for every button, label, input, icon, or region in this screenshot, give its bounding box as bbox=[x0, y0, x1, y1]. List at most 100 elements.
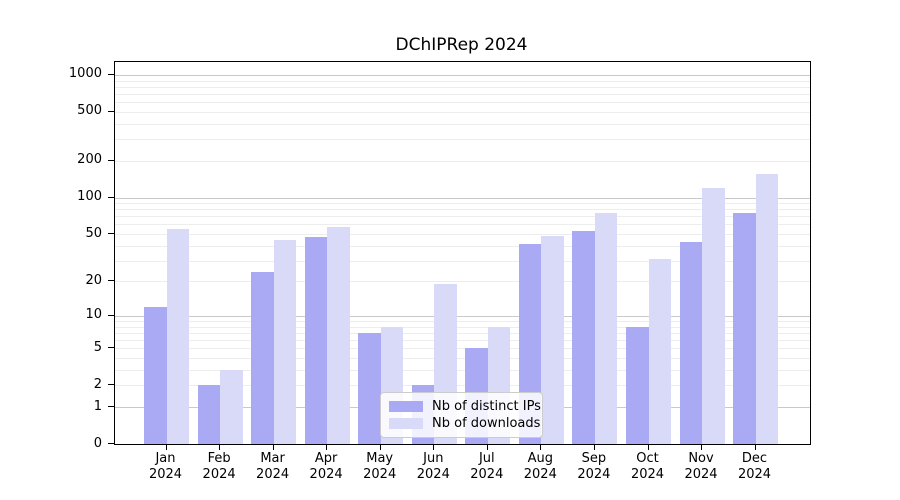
bar-distinct-ips-apr bbox=[304, 237, 328, 444]
legend: Nb of distinct IPs Nb of downloads bbox=[380, 392, 543, 438]
minor-gridline-9 bbox=[115, 321, 810, 322]
x-tick-label-may: May 2024 bbox=[363, 451, 397, 482]
x-tick-mark-jul bbox=[486, 444, 488, 450]
y-tick-mark-1000 bbox=[108, 73, 114, 75]
y-tick-label-500: 500 bbox=[77, 103, 102, 119]
bar-downloads-apr bbox=[327, 227, 350, 444]
bar-distinct-ips-feb bbox=[197, 385, 220, 444]
minor-gridline-2 bbox=[115, 385, 810, 387]
legend-item-distinct-ips: Nb of distinct IPs bbox=[389, 398, 541, 415]
y-tick-mark-5 bbox=[108, 347, 114, 349]
major-gridline-10 bbox=[115, 315, 810, 317]
bar-downloads-dec bbox=[755, 174, 778, 444]
x-tick-mark-sep bbox=[593, 444, 595, 450]
bar-distinct-ips-sep bbox=[572, 230, 595, 444]
x-tick-label-apr: Apr 2024 bbox=[309, 451, 343, 482]
x-tick-label-jul: Jul 2024 bbox=[470, 451, 504, 482]
bar-distinct-ips-jan bbox=[144, 307, 167, 444]
minor-gridline-6 bbox=[115, 340, 810, 342]
x-tick-label-mar: Mar 2024 bbox=[256, 451, 290, 482]
minor-gridline-40 bbox=[115, 245, 810, 247]
y-tick-mark-2 bbox=[108, 384, 114, 386]
minor-gridline-300 bbox=[115, 139, 810, 141]
minor-gridline-80 bbox=[115, 209, 810, 211]
x-tick-mark-jun bbox=[433, 444, 435, 450]
y-tick-mark-20 bbox=[108, 280, 114, 282]
minor-gridline-8 bbox=[115, 326, 810, 328]
minor-gridline-500 bbox=[115, 111, 810, 113]
minor-gridline-400 bbox=[115, 123, 810, 125]
minor-gridline-200 bbox=[115, 160, 810, 162]
y-tick-mark-500 bbox=[108, 110, 114, 112]
downloads-swatch-icon bbox=[389, 418, 423, 429]
y-tick-label-0: 0 bbox=[93, 435, 102, 451]
x-tick-mark-may bbox=[379, 444, 381, 450]
x-tick-label-nov: Nov 2024 bbox=[684, 451, 718, 482]
x-tick-mark-oct bbox=[647, 444, 649, 450]
y-tick-label-20: 20 bbox=[85, 272, 102, 288]
bar-downloads-jan bbox=[166, 229, 189, 444]
minor-gridline-900 bbox=[115, 80, 810, 82]
bar-downloads-feb bbox=[220, 369, 243, 444]
minor-gridline-7 bbox=[115, 332, 810, 334]
major-gridline-1000 bbox=[115, 74, 810, 76]
minor-gridline-4 bbox=[115, 358, 810, 359]
minor-gridline-5 bbox=[115, 348, 810, 350]
bar-distinct-ips-mar bbox=[251, 272, 274, 444]
y-tick-label-5: 5 bbox=[93, 339, 102, 355]
y-tick-label-2: 2 bbox=[93, 376, 102, 392]
bar-distinct-ips-nov bbox=[679, 241, 702, 444]
legend-label-downloads: Nb of downloads bbox=[432, 416, 541, 431]
x-tick-mark-feb bbox=[219, 444, 221, 450]
x-tick-mark-aug bbox=[540, 444, 542, 450]
x-tick-mark-dec bbox=[754, 444, 756, 450]
minor-gridline-60 bbox=[115, 224, 810, 226]
y-tick-label-200: 200 bbox=[77, 152, 102, 168]
x-tick-label-sep: Sep 2024 bbox=[577, 451, 611, 482]
y-tick-mark-1 bbox=[108, 406, 114, 407]
bar-distinct-ips-dec bbox=[733, 213, 756, 444]
minor-gridline-30 bbox=[115, 260, 810, 262]
minor-gridline-800 bbox=[115, 86, 810, 88]
y-tick-mark-0 bbox=[108, 443, 114, 444]
x-tick-label-jun: Jun 2024 bbox=[416, 451, 450, 482]
y-tick-label-1: 1 bbox=[93, 398, 102, 414]
bar-downloads-nov bbox=[702, 187, 725, 444]
legend-item-downloads: Nb of downloads bbox=[389, 415, 540, 432]
minor-gridline-90 bbox=[115, 203, 810, 204]
y-tick-label-50: 50 bbox=[85, 225, 102, 241]
major-gridline-100 bbox=[115, 197, 810, 199]
x-tick-mark-jan bbox=[165, 444, 167, 450]
y-tick-mark-200 bbox=[108, 159, 114, 161]
x-tick-label-aug: Aug 2024 bbox=[523, 451, 557, 482]
bar-distinct-ips-oct bbox=[626, 326, 649, 444]
bar-downloads-sep bbox=[594, 212, 618, 444]
plot-area bbox=[114, 61, 811, 445]
minor-gridline-50 bbox=[115, 234, 810, 235]
x-tick-label-jan: Jan 2024 bbox=[148, 451, 183, 482]
y-tick-mark-10 bbox=[108, 314, 114, 316]
bar-downloads-aug bbox=[541, 236, 564, 444]
x-tick-mark-apr bbox=[326, 444, 328, 450]
y-tick-mark-100 bbox=[108, 196, 114, 198]
minor-gridline-700 bbox=[115, 94, 810, 95]
minor-gridline-20 bbox=[115, 281, 810, 283]
bar-distinct-ips-may bbox=[358, 332, 381, 444]
distinct-ips-swatch-icon bbox=[389, 401, 423, 412]
x-tick-label-feb: Feb 2024 bbox=[202, 451, 236, 482]
minor-gridline-70 bbox=[115, 216, 810, 218]
y-tick-label-1000: 1000 bbox=[68, 66, 102, 82]
y-tick-label-10: 10 bbox=[85, 307, 102, 323]
x-tick-mark-nov bbox=[701, 444, 702, 450]
chart-title: DChIPRep 2024 bbox=[395, 35, 528, 55]
x-tick-label-dec: Dec 2024 bbox=[737, 451, 772, 482]
legend-label-distinct-ips: Nb of distinct IPs bbox=[432, 399, 541, 414]
minor-gridline-600 bbox=[115, 102, 810, 104]
y-tick-mark-50 bbox=[108, 233, 114, 234]
bar-downloads-oct bbox=[648, 258, 671, 444]
minor-gridline-3 bbox=[115, 369, 810, 371]
bar-downloads-mar bbox=[273, 239, 297, 444]
y-tick-label-100: 100 bbox=[77, 189, 102, 204]
x-tick-mark-mar bbox=[272, 444, 274, 450]
x-tick-label-oct: Oct 2024 bbox=[630, 451, 665, 482]
